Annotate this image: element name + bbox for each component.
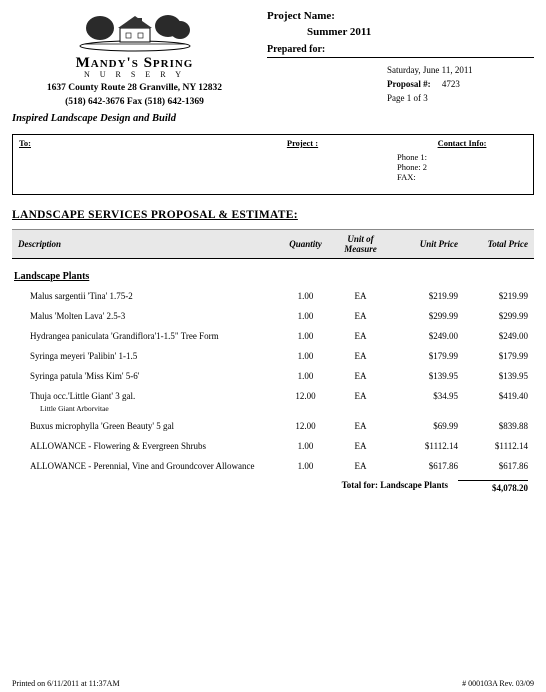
table-header: Description Quantity Unit of Measure Uni… [12, 229, 534, 259]
cell-total: $617.86 [458, 461, 528, 471]
contact-label: Contact Info: [397, 138, 527, 148]
project-col-label: Project : [208, 138, 397, 148]
cell-desc: Hydrangea paniculata 'Grandiflora'1-1.5"… [30, 331, 278, 341]
cell-uom: EA [333, 391, 388, 401]
cell-desc: Syringa patula 'Miss Kim' 5-6' [30, 371, 278, 381]
cell-qty: 1.00 [278, 371, 333, 381]
col-uom: Unit of Measure [333, 234, 388, 254]
to-label: To: [19, 138, 208, 148]
to-redacted [19, 148, 208, 184]
cell-qty: 1.00 [278, 351, 333, 361]
cell-desc: Buxus microphylla 'Green Beauty' 5 gal [30, 421, 278, 431]
cell-qty: 12.00 [278, 421, 333, 431]
company-phones: (518) 642-3676 Fax (518) 642-1369 [12, 97, 257, 107]
cell-desc: Malus 'Molten Lava' 2.5-3 [30, 311, 278, 321]
table-row: ALLOWANCE - Flowering & Evergreen Shrubs… [12, 436, 534, 456]
cell-unit: $179.99 [388, 351, 458, 361]
cell-unit: $249.00 [388, 331, 458, 341]
col-desc: Description [18, 239, 278, 249]
col-unit: Unit Price [388, 239, 458, 249]
cell-total: $1112.14 [458, 441, 528, 451]
proposal-date: Saturday, June 11, 2011 [387, 64, 534, 78]
section-title: LANDSCAPE SERVICES PROPOSAL & ESTIMATE: [12, 209, 534, 221]
cell-total: $179.99 [458, 351, 528, 361]
cell-uom: EA [333, 421, 388, 431]
cell-uom: EA [333, 291, 388, 301]
company-tagline: Inspired Landscape Design and Build [12, 113, 257, 124]
subtotal-row: Total for: Landscape Plants $4,078.20 [12, 476, 534, 495]
cell-qty: 1.00 [278, 291, 333, 301]
table-row: Hydrangea paniculata 'Grandiflora'1-1.5"… [12, 326, 534, 346]
phone1-label: Phone 1: [397, 152, 527, 162]
cell-unit: $219.99 [388, 291, 458, 301]
table-row: Thuja occ.'Little Giant' 3 gal.12.00EA$3… [12, 386, 534, 406]
cell-uom: EA [333, 441, 388, 451]
category-header: Landscape Plants [14, 271, 534, 282]
cell-unit: $69.99 [388, 421, 458, 431]
table-row: Malus sargentii 'Tina' 1.75-21.00EA$219.… [12, 286, 534, 306]
project-name-label: Project Name: [267, 10, 534, 22]
cell-total: $249.00 [458, 331, 528, 341]
cell-qty: 1.00 [278, 461, 333, 471]
table-row: Syringa meyeri 'Palibin' 1-1.51.00EA$179… [12, 346, 534, 366]
cell-desc: Syringa meyeri 'Palibin' 1-1.5 [30, 351, 278, 361]
subtotal-amount: $4,078.20 [458, 480, 528, 493]
cell-total: $139.95 [458, 371, 528, 381]
fax-label: FAX: [397, 172, 527, 182]
cell-unit: $299.99 [388, 311, 458, 321]
cell-qty: 12.00 [278, 391, 333, 401]
cell-total: $219.99 [458, 291, 528, 301]
company-logo: Mandy's Spring N U R S E R Y [12, 8, 257, 79]
cell-uom: EA [333, 311, 388, 321]
project-name-value: Summer 2011 [307, 26, 534, 38]
cell-qty: 1.00 [278, 441, 333, 451]
cell-uom: EA [333, 371, 388, 381]
cell-desc: Malus sargentii 'Tina' 1.75-2 [30, 291, 278, 301]
prepared-for-label: Prepared for: [267, 44, 325, 55]
footer-right: # 000103A Rev. 03/09 [462, 679, 534, 688]
cell-uom: EA [333, 351, 388, 361]
col-total: Total Price [458, 239, 528, 249]
col-qty: Quantity [278, 239, 333, 249]
cell-total: $299.99 [458, 311, 528, 321]
row-note: Little Giant Arborvitae [12, 404, 534, 413]
cell-qty: 1.00 [278, 311, 333, 321]
footer-left: Printed on 6/11/2011 at 11:37AM [12, 679, 120, 688]
page-indicator: Page 1 of 3 [387, 92, 534, 106]
cell-total: $419.40 [458, 391, 528, 401]
company-address: 1637 County Route 28 Granville, NY 12832 [12, 83, 257, 93]
phone2-label: Phone: 2 [397, 162, 527, 172]
table-row: ALLOWANCE - Perennial, Vine and Groundco… [12, 456, 534, 476]
cell-qty: 1.00 [278, 331, 333, 341]
table-row: Syringa patula 'Miss Kim' 5-6'1.00EA$139… [12, 366, 534, 386]
info-box: To: Project : Contact Info: Phone 1: Pho… [12, 134, 534, 195]
cell-desc: ALLOWANCE - Flowering & Evergreen Shrubs [30, 441, 278, 451]
cell-unit: $139.95 [388, 371, 458, 381]
cell-desc: ALLOWANCE - Perennial, Vine and Groundco… [30, 461, 278, 471]
cell-total: $839.88 [458, 421, 528, 431]
company-sub: N U R S E R Y [12, 70, 257, 79]
table-row: Malus 'Molten Lava' 2.5-31.00EA$299.99$2… [12, 306, 534, 326]
cell-uom: EA [333, 461, 388, 471]
subtotal-label: Total for: Landscape Plants [30, 480, 458, 493]
cell-unit: $34.95 [388, 391, 458, 401]
cell-unit: $1112.14 [388, 441, 458, 451]
proposal-no: 4723 [442, 79, 460, 89]
cell-unit: $617.86 [388, 461, 458, 471]
proposal-no-label: Proposal #: [387, 79, 431, 89]
cell-uom: EA [333, 331, 388, 341]
cell-desc: Thuja occ.'Little Giant' 3 gal. [30, 391, 278, 401]
table-row: Buxus microphylla 'Green Beauty' 5 gal12… [12, 416, 534, 436]
